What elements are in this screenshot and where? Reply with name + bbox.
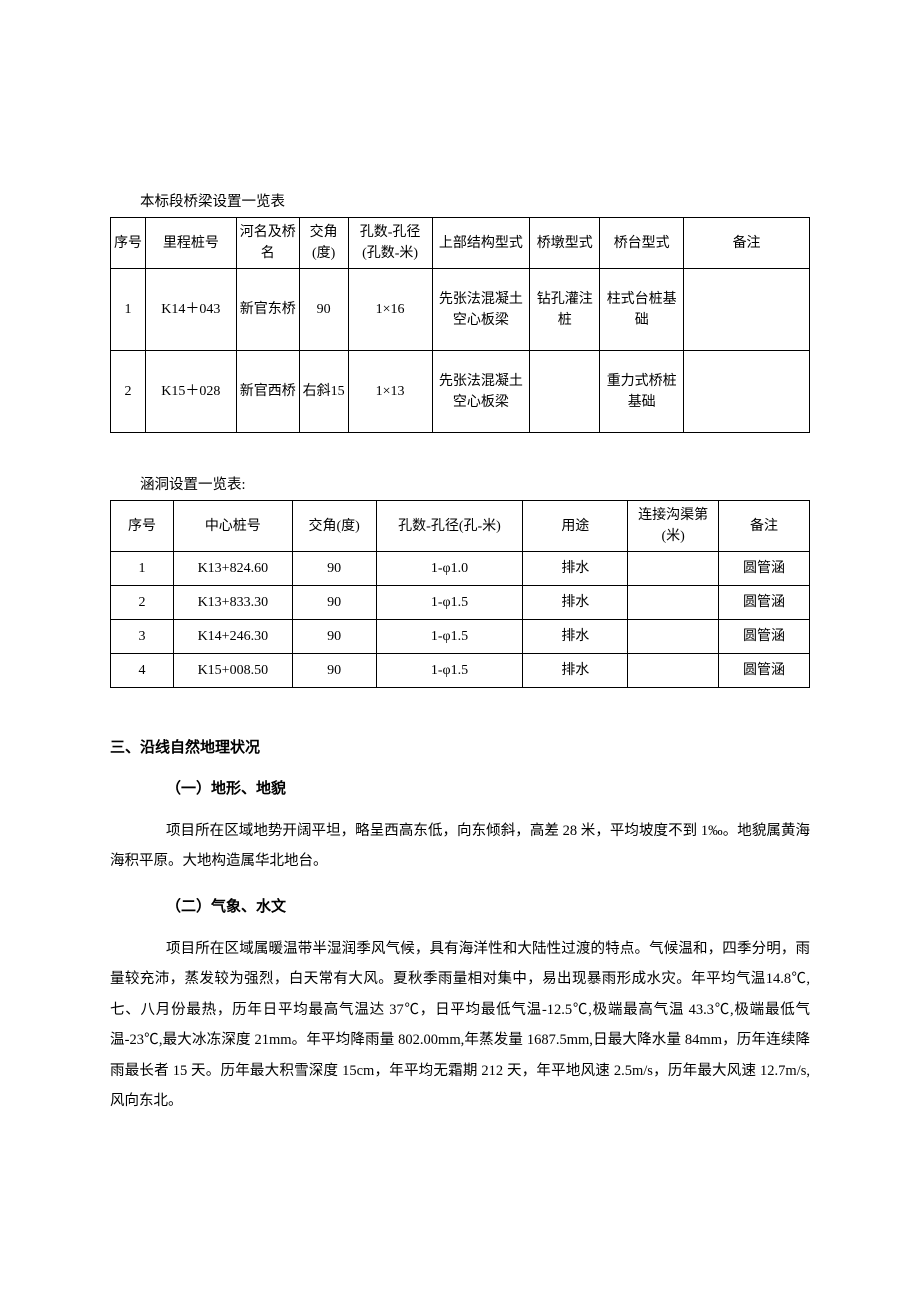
culvert-cell: 1-φ1.0 [376, 552, 523, 586]
culvert-col-ditch: 连接沟渠第(米) [628, 501, 719, 552]
geography-section: 三、沿线自然地理状况 （一）地形、地貌 项目所在区域地势开阔平坦，略呈西高东低，… [110, 736, 810, 1117]
bridge-cell: 先张法混凝土空心板梁 [432, 351, 530, 433]
culvert-cell: K13+824.60 [173, 552, 292, 586]
culvert-cell: 排水 [523, 620, 628, 654]
bridge-col-angle: 交角(度) [299, 218, 348, 269]
bridge-cell: K15＋028 [145, 351, 236, 433]
bridge-col-mile: 里程桩号 [145, 218, 236, 269]
culvert-cell [628, 654, 719, 688]
bridge-cell: 钻孔灌注桩 [530, 269, 600, 351]
culvert-cell [628, 620, 719, 654]
culvert-cell: 90 [292, 620, 376, 654]
culvert-cell: 3 [111, 620, 174, 654]
subsection-2-heading: （二）气象、水文 [110, 895, 810, 916]
section-3-heading: 三、沿线自然地理状况 [110, 736, 810, 757]
bridge-cell [684, 269, 810, 351]
bridge-table: 序号 里程桩号 河名及桥名 交角(度) 孔数-孔径(孔数-米) 上部结构型式 桥… [110, 217, 810, 433]
culvert-cell: 圆管涵 [719, 552, 810, 586]
bridge-col-holes: 孔数-孔径(孔数-米) [348, 218, 432, 269]
culvert-table-section: 涵洞设置一览表: 序号 中心桩号 交角(度) 孔数-孔径(孔-米) 用途 连接沟… [110, 473, 810, 688]
culvert-row: 2K13+833.30901-φ1.5排水 圆管涵 [111, 586, 810, 620]
culvert-cell: 4 [111, 654, 174, 688]
culvert-row: 1K13+824.60901-φ1.0排水 圆管涵 [111, 552, 810, 586]
culvert-col-seq: 序号 [111, 501, 174, 552]
culvert-cell: K14+246.30 [173, 620, 292, 654]
culvert-row: 4K15+008.50901-φ1.5排水 圆管涵 [111, 654, 810, 688]
climate-paragraph: 项目所在区域属暖温带半湿润季风气候，具有海洋性和大陆性过渡的特点。气候温和，四季… [110, 934, 810, 1117]
bridge-cell: 新官东桥 [236, 269, 299, 351]
culvert-cell: 1-φ1.5 [376, 620, 523, 654]
bridge-row: 2 K15＋028 新官西桥 右斜15 1×13 先张法混凝土空心板梁 重力式桥… [111, 351, 810, 433]
bridge-col-upper: 上部结构型式 [432, 218, 530, 269]
bridge-table-caption: 本标段桥梁设置一览表 [110, 190, 810, 211]
bridge-cell: 右斜15 [299, 351, 348, 433]
bridge-cell: 90 [299, 269, 348, 351]
bridge-col-pier: 桥墩型式 [530, 218, 600, 269]
culvert-cell: 1-φ1.5 [376, 586, 523, 620]
terrain-paragraph: 项目所在区域地势开阔平坦，略呈西高东低，向东倾斜，高差 28 米，平均坡度不到 … [110, 816, 810, 877]
culvert-row: 3K14+246.30901-φ1.5排水 圆管涵 [111, 620, 810, 654]
culvert-col-center: 中心桩号 [173, 501, 292, 552]
culvert-cell: 排水 [523, 654, 628, 688]
culvert-table: 序号 中心桩号 交角(度) 孔数-孔径(孔-米) 用途 连接沟渠第(米) 备注 … [110, 500, 810, 688]
bridge-cell: 新官西桥 [236, 351, 299, 433]
culvert-cell: 90 [292, 654, 376, 688]
bridge-cell: 1 [111, 269, 146, 351]
bridge-cell [530, 351, 600, 433]
culvert-cell: K13+833.30 [173, 586, 292, 620]
culvert-cell [628, 586, 719, 620]
bridge-cell: 1×13 [348, 351, 432, 433]
bridge-col-abutment: 桥台型式 [600, 218, 684, 269]
bridge-cell: 2 [111, 351, 146, 433]
culvert-cell: 90 [292, 552, 376, 586]
subsection-1-heading: （一）地形、地貌 [110, 777, 810, 798]
culvert-cell: 圆管涵 [719, 586, 810, 620]
culvert-cell: 圆管涵 [719, 620, 810, 654]
bridge-row: 1 K14＋043 新官东桥 90 1×16 先张法混凝土空心板梁 钻孔灌注桩 … [111, 269, 810, 351]
culvert-col-use: 用途 [523, 501, 628, 552]
culvert-cell [628, 552, 719, 586]
culvert-table-caption: 涵洞设置一览表: [110, 473, 810, 494]
culvert-col-note: 备注 [719, 501, 810, 552]
culvert-cell: 圆管涵 [719, 654, 810, 688]
culvert-col-holes: 孔数-孔径(孔-米) [376, 501, 523, 552]
culvert-cell: 排水 [523, 586, 628, 620]
culvert-cell: 排水 [523, 552, 628, 586]
bridge-col-note: 备注 [684, 218, 810, 269]
bridge-cell: K14＋043 [145, 269, 236, 351]
culvert-cell: 2 [111, 586, 174, 620]
bridge-table-section: 本标段桥梁设置一览表 序号 里程桩号 河名及桥名 交角(度) 孔数-孔径(孔数-… [110, 190, 810, 433]
bridge-cell: 先张法混凝土空心板梁 [432, 269, 530, 351]
culvert-col-angle: 交角(度) [292, 501, 376, 552]
culvert-cell: 90 [292, 586, 376, 620]
bridge-col-name: 河名及桥名 [236, 218, 299, 269]
culvert-cell: 1 [111, 552, 174, 586]
bridge-col-seq: 序号 [111, 218, 146, 269]
bridge-cell: 柱式台桩基础 [600, 269, 684, 351]
bridge-cell: 重力式桥桩基础 [600, 351, 684, 433]
culvert-cell: 1-φ1.5 [376, 654, 523, 688]
culvert-cell: K15+008.50 [173, 654, 292, 688]
bridge-cell: 1×16 [348, 269, 432, 351]
bridge-cell [684, 351, 810, 433]
